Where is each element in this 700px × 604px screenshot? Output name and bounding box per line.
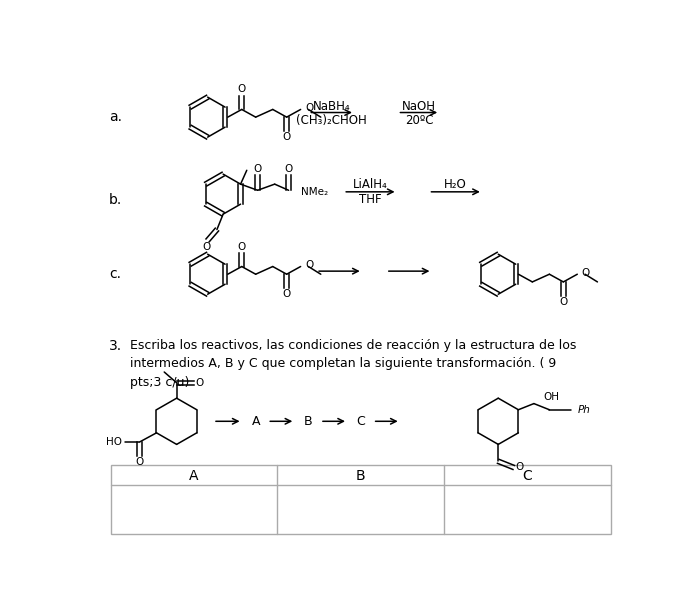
Text: C: C <box>357 415 365 428</box>
Text: NaOH: NaOH <box>402 100 436 113</box>
Text: O: O <box>515 463 524 472</box>
Text: LiAlH₄: LiAlH₄ <box>353 178 388 191</box>
Text: c.: c. <box>109 267 121 281</box>
Text: H₂O: H₂O <box>444 178 467 191</box>
Text: O: O <box>559 297 568 307</box>
Text: C: C <box>522 469 532 483</box>
Text: a.: a. <box>109 110 122 124</box>
Polygon shape <box>111 465 610 535</box>
Text: A: A <box>251 415 260 428</box>
Text: O: O <box>253 164 262 174</box>
Text: O: O <box>135 457 143 467</box>
Text: THF: THF <box>359 193 382 206</box>
Text: Escriba los reactivos, las condiciones de reacción y la estructura de los
interm: Escriba los reactivos, las condiciones d… <box>130 339 577 389</box>
Text: B: B <box>356 469 365 483</box>
Text: B: B <box>304 415 313 428</box>
Text: 20ºC: 20ºC <box>405 114 433 127</box>
Text: b.: b. <box>109 193 122 207</box>
Text: O: O <box>305 260 314 270</box>
Text: O: O <box>237 242 246 251</box>
Text: NaBH₄: NaBH₄ <box>313 100 351 113</box>
Text: NMe₂: NMe₂ <box>301 187 328 197</box>
Text: O: O <box>283 289 290 299</box>
Text: O: O <box>284 164 293 174</box>
Text: OH: OH <box>543 393 559 402</box>
Text: O: O <box>283 132 290 142</box>
Text: 3.: 3. <box>109 339 122 353</box>
Text: O: O <box>237 85 246 94</box>
Text: O: O <box>581 268 589 278</box>
Text: Ph: Ph <box>578 405 590 415</box>
Text: HO: HO <box>106 437 122 447</box>
Text: A: A <box>189 469 199 483</box>
Text: O: O <box>196 378 204 388</box>
Text: O: O <box>305 103 314 113</box>
Text: (CH₃)₂CHOH: (CH₃)₂CHOH <box>296 114 367 127</box>
Text: O: O <box>202 242 210 252</box>
